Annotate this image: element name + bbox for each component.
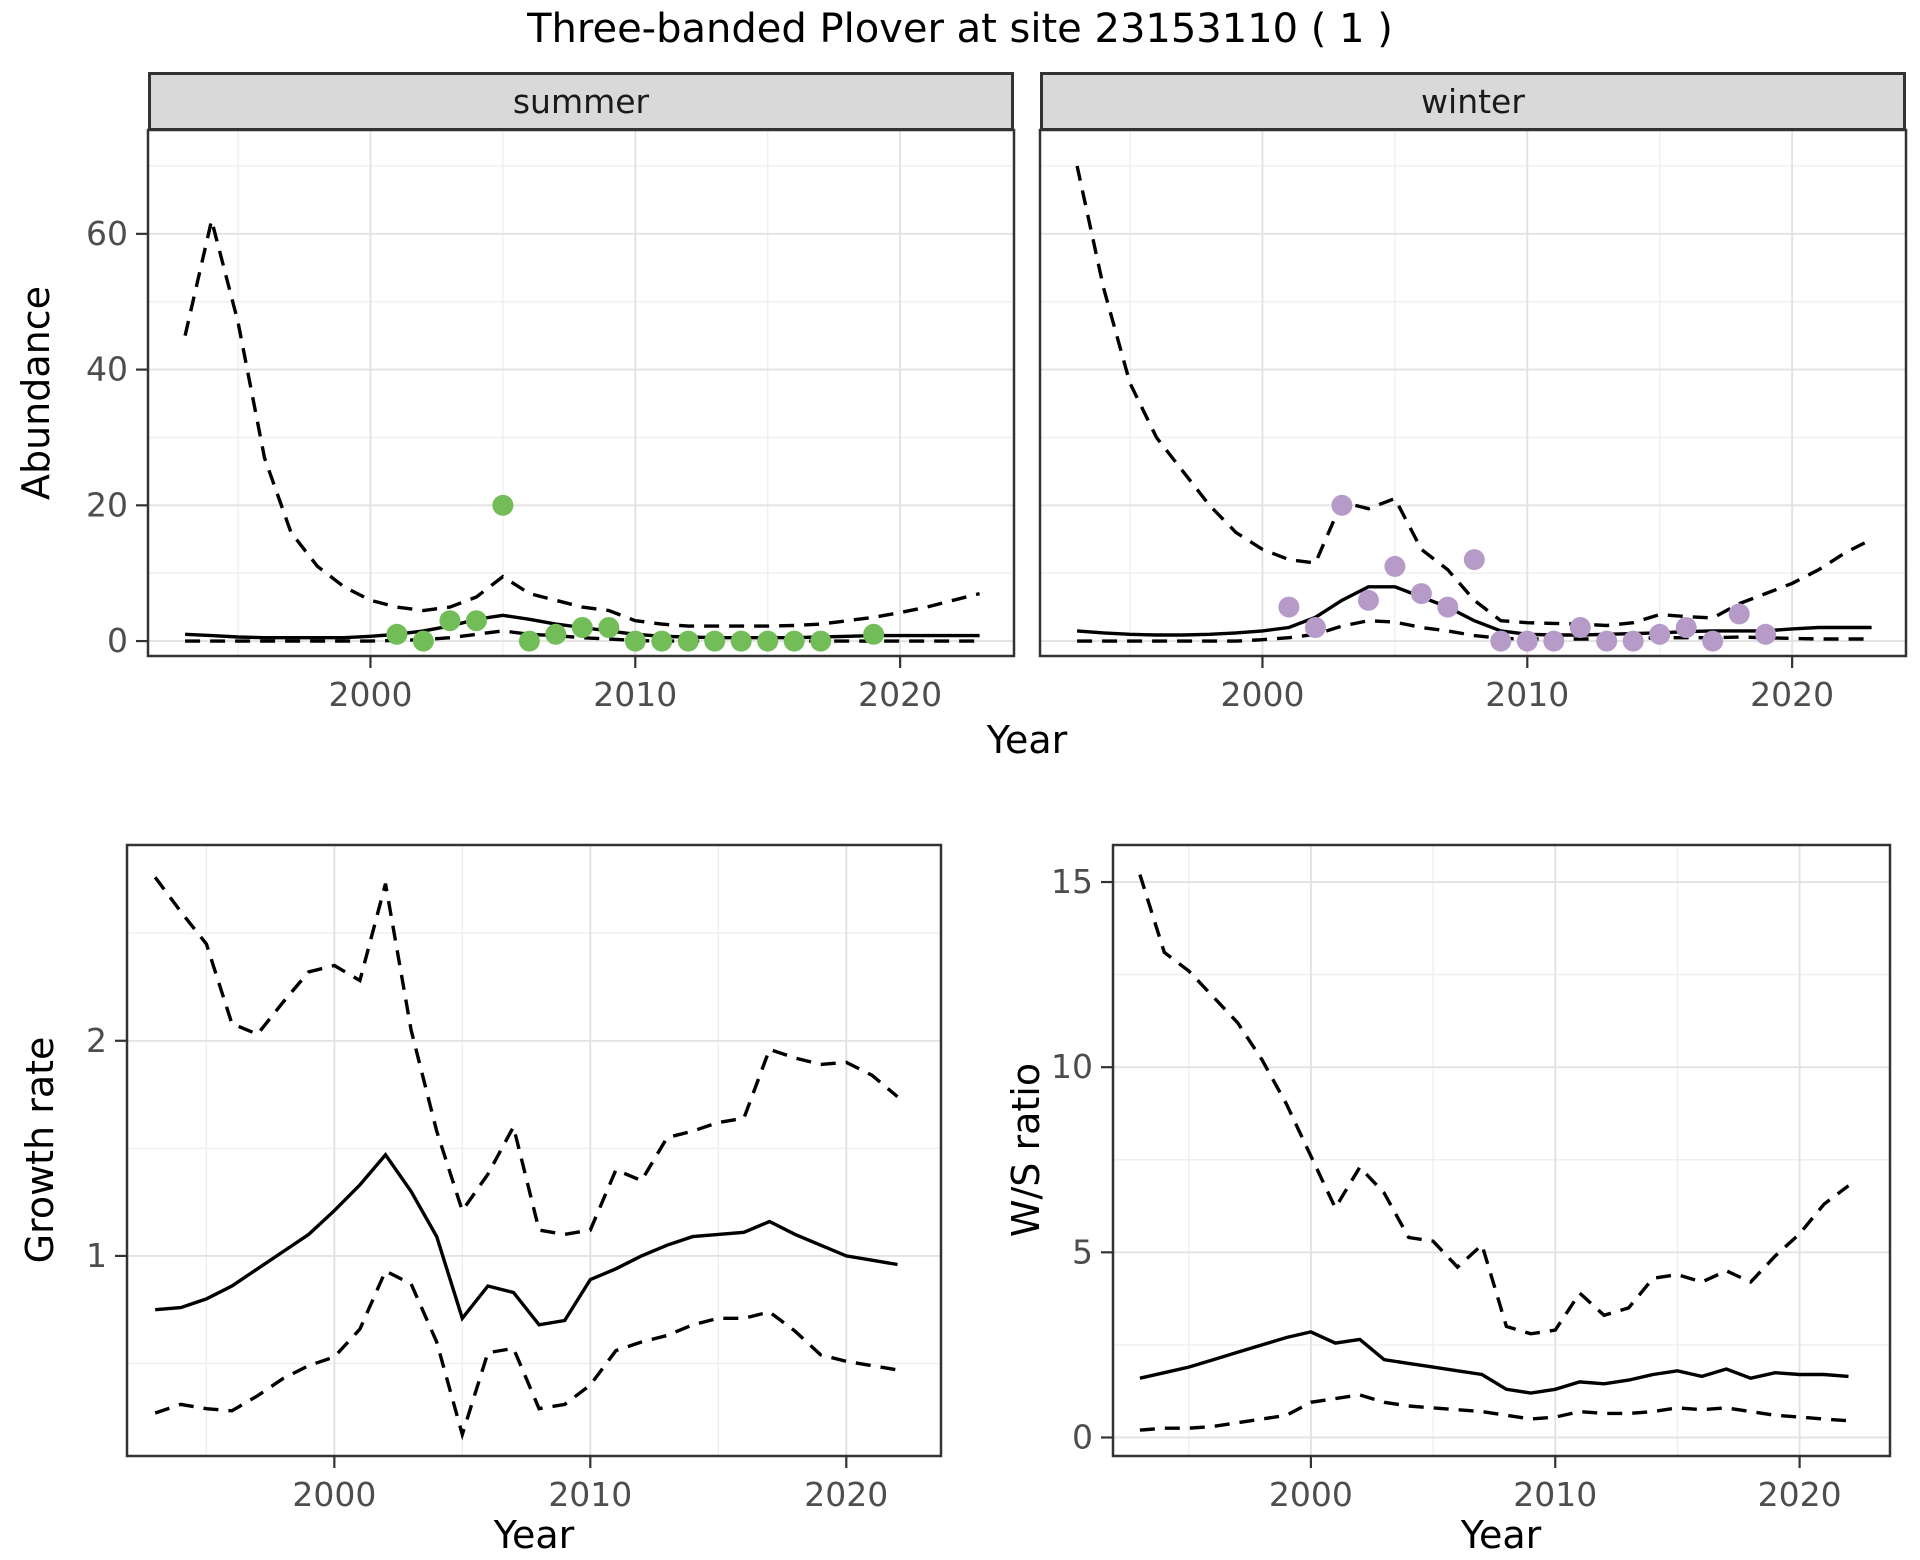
svg-text:2000: 2000 bbox=[328, 675, 412, 714]
svg-text:2020: 2020 bbox=[1758, 1475, 1842, 1514]
svg-text:2020: 2020 bbox=[804, 1475, 888, 1514]
facet-strip-winter-label: winter bbox=[1421, 82, 1525, 121]
svg-text:2020: 2020 bbox=[858, 675, 942, 714]
svg-text:2010: 2010 bbox=[548, 1475, 632, 1514]
svg-text:40: 40 bbox=[86, 350, 128, 389]
facet-strip-summer: summer bbox=[148, 72, 1014, 131]
svg-text:0: 0 bbox=[1072, 1417, 1093, 1456]
svg-text:5: 5 bbox=[1072, 1232, 1093, 1271]
svg-text:2000: 2000 bbox=[1269, 1475, 1353, 1514]
x-axis-title-top: Year bbox=[986, 718, 1068, 762]
svg-text:20: 20 bbox=[86, 485, 128, 524]
svg-text:1: 1 bbox=[86, 1236, 107, 1275]
page-title: Three-banded Plover at site 23153110 ( 1… bbox=[527, 6, 1393, 52]
svg-text:2000: 2000 bbox=[1220, 675, 1304, 714]
svg-text:2: 2 bbox=[86, 1021, 107, 1060]
svg-text:10: 10 bbox=[1051, 1047, 1093, 1086]
svg-text:2010: 2010 bbox=[1485, 675, 1569, 714]
svg-text:2000: 2000 bbox=[292, 1475, 376, 1514]
svg-text:15: 15 bbox=[1051, 862, 1093, 901]
facet-strip-summer-label: summer bbox=[512, 82, 650, 121]
svg-text:2010: 2010 bbox=[1513, 1475, 1597, 1514]
y-axis-title-ws-ratio: W/S ratio bbox=[1004, 1062, 1048, 1238]
svg-text:2010: 2010 bbox=[593, 675, 677, 714]
facet-strip-winter: winter bbox=[1040, 72, 1906, 131]
x-axis-title-ws: Year bbox=[1460, 1513, 1542, 1557]
svg-text:60: 60 bbox=[86, 214, 128, 253]
y-axis-title-growth-rate: Growth rate bbox=[18, 1036, 62, 1264]
y-axis-title-abundance: Abundance bbox=[14, 285, 58, 501]
svg-text:0: 0 bbox=[107, 621, 128, 660]
svg-text:2020: 2020 bbox=[1750, 675, 1834, 714]
x-axis-title-growth: Year bbox=[493, 1513, 575, 1557]
